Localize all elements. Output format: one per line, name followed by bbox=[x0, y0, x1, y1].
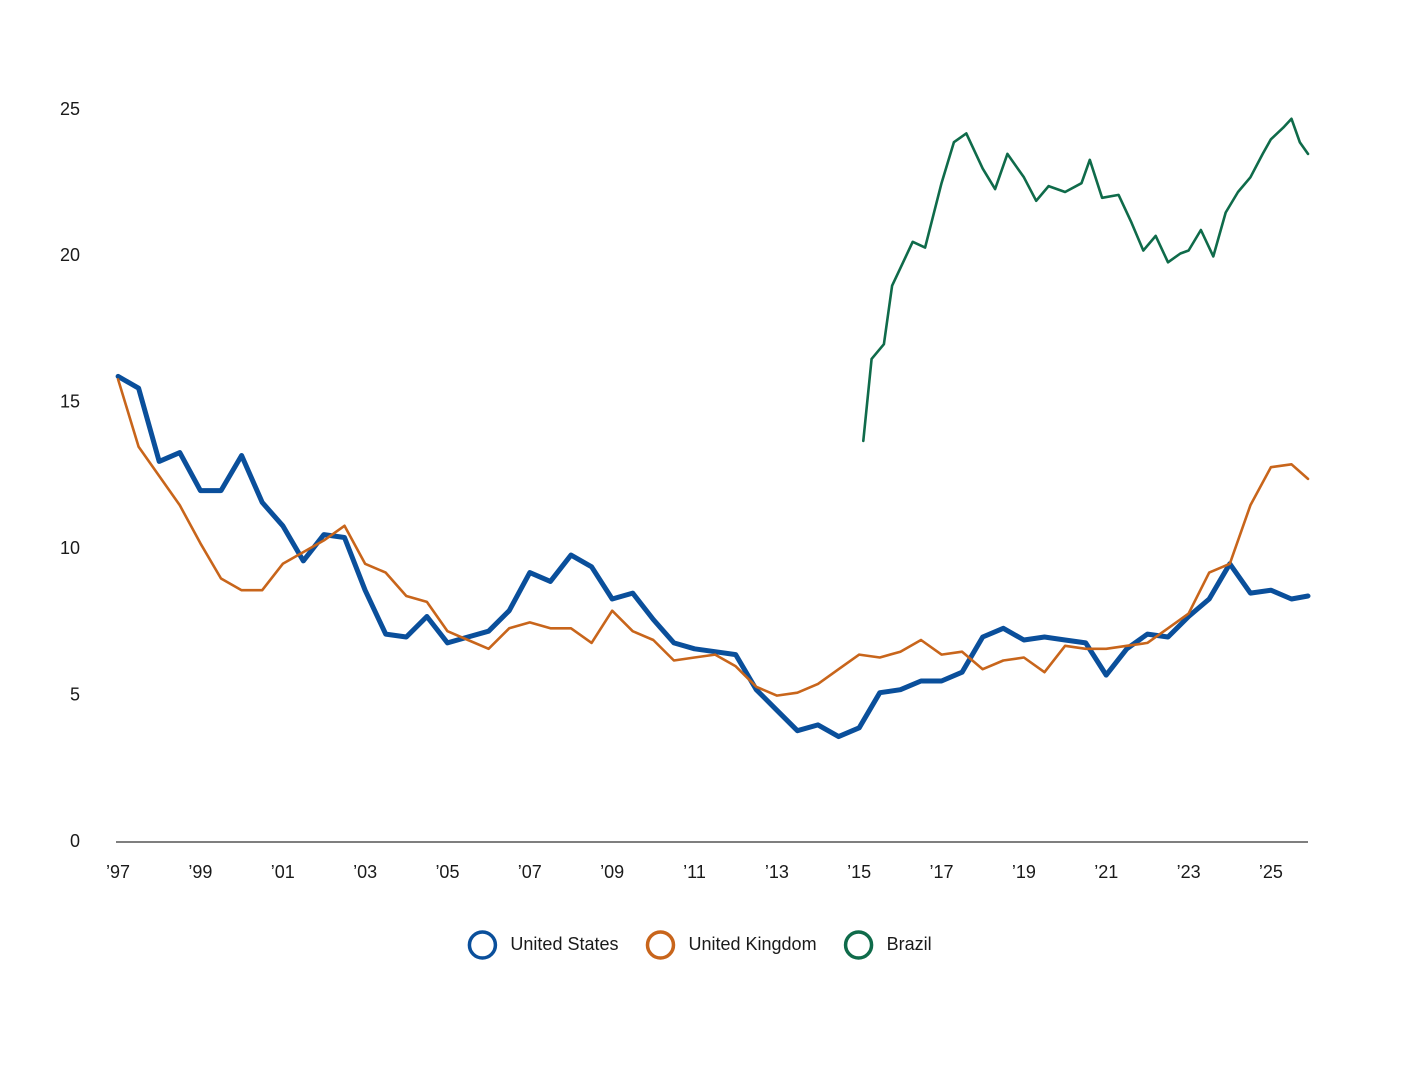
series-line bbox=[862, 117, 1310, 443]
y-tick-label: 5 bbox=[70, 684, 80, 704]
legend-label: United Kingdom bbox=[688, 934, 816, 954]
legend-label: United States bbox=[510, 934, 618, 954]
y-tick-label: 20 bbox=[60, 245, 80, 265]
x-tick-label: ’07 bbox=[518, 862, 542, 882]
x-tick-label: ’23 bbox=[1177, 862, 1201, 882]
x-tick-label: ’17 bbox=[930, 862, 954, 882]
y-tick-label: 10 bbox=[60, 538, 80, 558]
series-line bbox=[116, 378, 1310, 697]
legend-marker bbox=[843, 930, 874, 960]
x-tick-label: ’03 bbox=[353, 862, 377, 882]
x-tick-label: ’13 bbox=[765, 862, 789, 882]
x-tick-label: ’97 bbox=[106, 862, 130, 882]
x-tick-label: ’09 bbox=[600, 862, 624, 882]
legend-marker bbox=[467, 930, 498, 960]
legend-marker bbox=[645, 930, 676, 960]
x-tick-label: ’25 bbox=[1259, 862, 1283, 882]
y-tick-label: 25 bbox=[60, 99, 80, 119]
y-tick-label: 0 bbox=[70, 831, 80, 851]
legend-label: Brazil bbox=[887, 934, 932, 954]
x-tick-label: ’01 bbox=[271, 862, 295, 882]
x-tick-label: ’99 bbox=[188, 862, 212, 882]
y-tick-label: 15 bbox=[60, 392, 80, 412]
x-tick-label: ’05 bbox=[435, 862, 459, 882]
x-tick-label: ’15 bbox=[847, 862, 871, 882]
x-tick-label: ’21 bbox=[1094, 862, 1118, 882]
x-tick-label: ’19 bbox=[1012, 862, 1036, 882]
x-tick-label: ’11 bbox=[683, 862, 706, 882]
